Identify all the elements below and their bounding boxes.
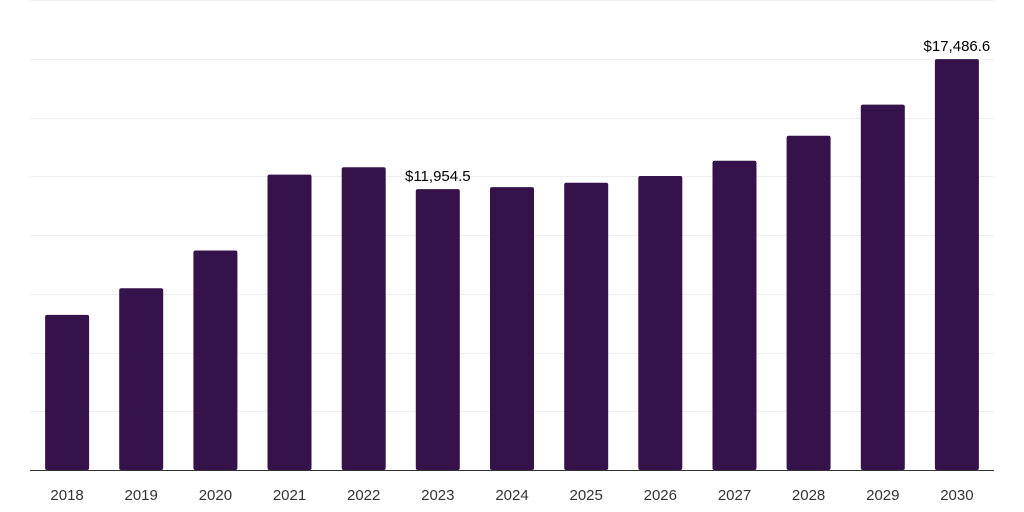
bar-2018 xyxy=(45,314,90,470)
tick-label-2027: 2027 xyxy=(718,487,751,504)
bar-2030 xyxy=(934,59,979,470)
tick-label-2022: 2022 xyxy=(347,487,380,504)
bar-2024 xyxy=(490,187,534,470)
tick-label-2021: 2021 xyxy=(273,487,306,504)
bar-2025 xyxy=(564,182,609,471)
tick-label-2030: 2030 xyxy=(940,487,973,504)
bar-2027 xyxy=(712,160,757,470)
data-labels: $11,954.5 $17,486.6 xyxy=(405,38,990,185)
bar-2021 xyxy=(267,174,312,470)
bars xyxy=(45,59,979,471)
bar-2020 xyxy=(193,250,238,470)
bar-2023 xyxy=(415,189,460,470)
x-axis-tick-labels: 2018 2019 2020 2021 2022 2023 2024 2025 2026 2027… xyxy=(50,487,973,504)
data-label-2023: $11,954.5 xyxy=(405,168,471,185)
tick-label-2020: 2020 xyxy=(199,487,232,504)
bar-2019 xyxy=(119,288,164,470)
bar-2029 xyxy=(860,104,905,470)
data-label-2030: $17,486.6 xyxy=(924,38,991,55)
bar-2028 xyxy=(786,135,831,471)
tick-label-2026: 2026 xyxy=(644,487,677,504)
bar-2026 xyxy=(638,176,683,470)
tick-label-2019: 2019 xyxy=(125,487,158,504)
tick-label-2025: 2025 xyxy=(570,487,603,504)
tick-label-2029: 2029 xyxy=(866,487,899,504)
bar-2022 xyxy=(341,167,386,471)
tick-label-2018: 2018 xyxy=(50,487,83,504)
tick-label-2023: 2023 xyxy=(421,487,454,504)
tick-label-2024: 2024 xyxy=(495,487,528,504)
tick-label-2028: 2028 xyxy=(792,487,825,504)
